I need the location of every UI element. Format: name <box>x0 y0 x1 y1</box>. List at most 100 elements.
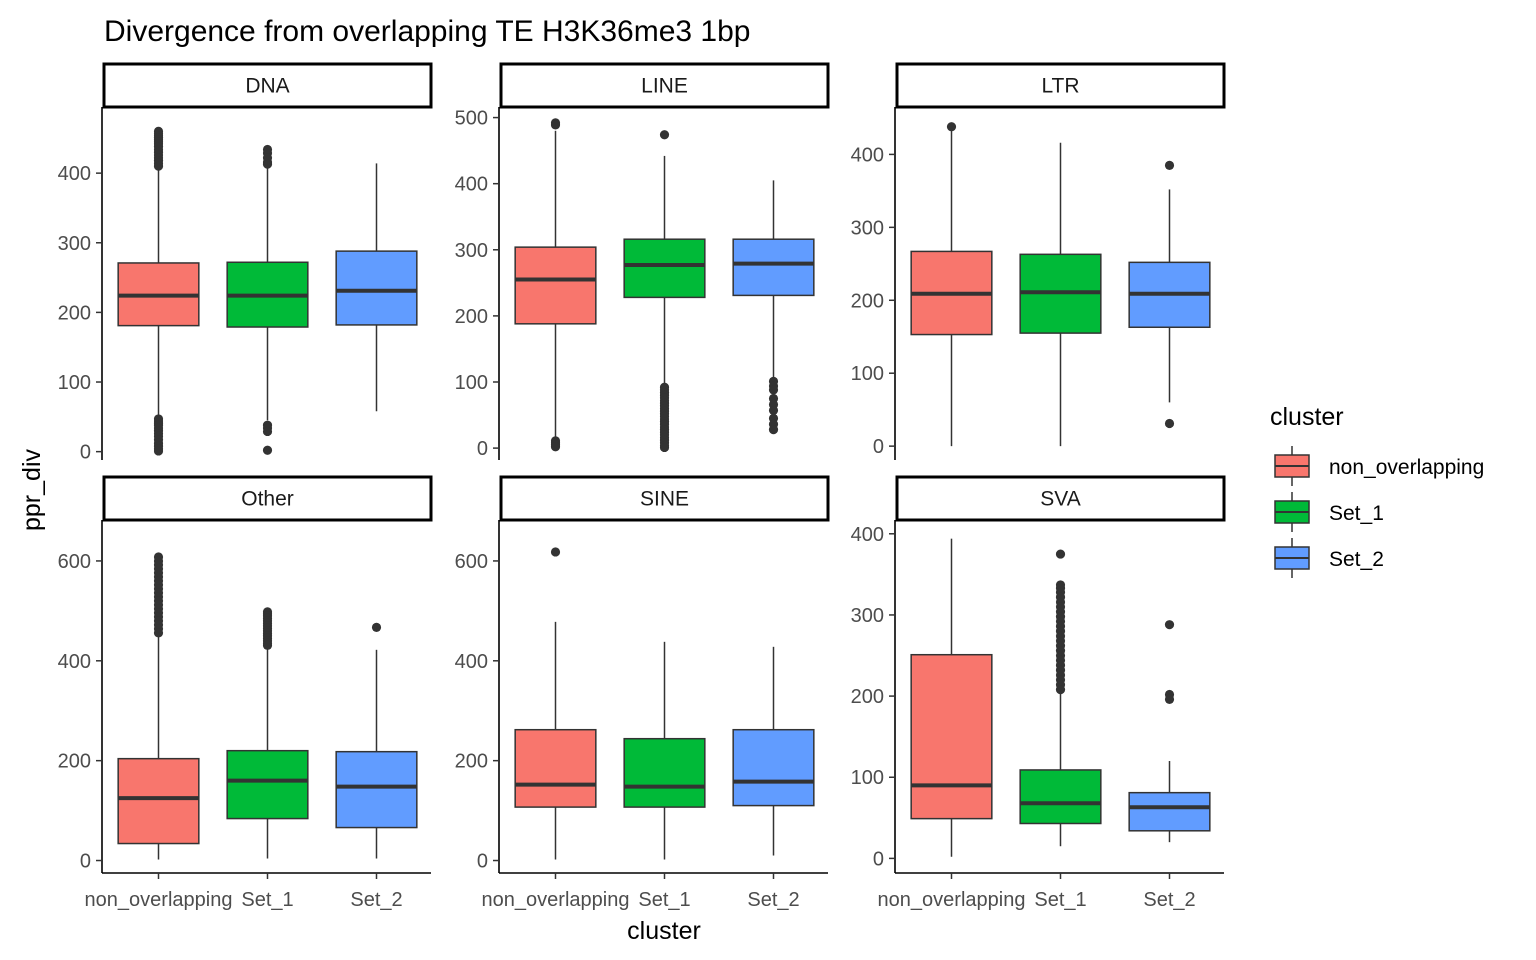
box-rect-sva-set-1 <box>1019 769 1102 825</box>
y-tick-label-ltr-200: 200 <box>851 290 884 312</box>
x-axis-title: cluster <box>627 917 701 945</box>
x-tick-label-sine-set-1: Set_1 <box>638 889 690 911</box>
y-tick-label-other-0: 0 <box>80 851 91 873</box>
box-rect-sine-non-overlapping <box>514 728 597 808</box>
box-sva-non-overlapping <box>910 538 993 857</box>
legend-item-set-2: Set_2 <box>1274 538 1384 578</box>
box-ltr-non-overlapping <box>910 122 993 447</box>
box-rect-sva-set-2 <box>1128 791 1211 832</box>
y-tick-label-sva-300: 300 <box>851 605 884 627</box>
y-tick-label-sine-600: 600 <box>455 551 488 573</box>
outlier-line-non-overlapping-1 <box>550 120 561 130</box>
box-rect-line-set-1 <box>623 238 706 299</box>
x-tick-label-other-set-1: Set_1 <box>241 889 293 911</box>
box-sine-set-2 <box>732 646 815 856</box>
y-tick-label-ltr-100: 100 <box>851 363 884 385</box>
outlier-ltr-set-2-0 <box>1164 160 1175 170</box>
y-tick-label-dna-200: 200 <box>58 302 91 324</box>
box-dna-set-2 <box>335 163 418 412</box>
box-rect-line-non-overlapping <box>514 246 597 325</box>
y-tick-label-other-600: 600 <box>58 551 91 573</box>
panel-sine: SINE 0 200 400 600 non_overlapping Set_1 Set_2 <box>455 475 830 911</box>
outlier-line-set-2-2 <box>768 385 779 395</box>
x-tick-label-sva-set-2: Set_2 <box>1143 889 1195 911</box>
outlier-sva-set-2-0 <box>1164 620 1175 630</box>
x-tick-label-sine-non-overlapping: non_overlapping <box>482 889 630 911</box>
strip-sine <box>499 475 830 522</box>
strip-line <box>499 62 830 109</box>
box-rect-other-non-overlapping <box>117 757 200 845</box>
outlier-line-set-1-0 <box>659 130 670 140</box>
outlier-other-set-1-14 <box>262 640 273 650</box>
y-tick-label-dna-0: 0 <box>80 442 91 464</box>
chart-title: Divergence from overlapping TE H3K36me3 … <box>104 15 750 48</box>
outlier-sva-set-2-2 <box>1164 694 1175 704</box>
y-tick-label-dna-100: 100 <box>58 372 91 394</box>
x-tick-label-sva-set-1: Set_1 <box>1034 889 1086 911</box>
x-tick-label-sva-non-overlapping: non_overlapping <box>878 889 1026 911</box>
strip-label-other: Other <box>241 488 294 511</box>
box-line-set-1 <box>623 130 706 453</box>
strip-sva <box>895 475 1226 522</box>
panel-line: LINE 0 100 200 300 400 500 <box>455 62 830 460</box>
legend-item-non-overlapping: non_overlapping <box>1274 446 1484 486</box>
y-tick-label-ltr-400: 400 <box>851 144 884 166</box>
y-tick-label-sva-100: 100 <box>851 767 884 789</box>
legend-label-non-overlapping: non_overlapping <box>1329 456 1484 479</box>
y-tick-label-ltr-300: 300 <box>851 217 884 239</box>
box-rect-sva-non-overlapping <box>910 653 993 820</box>
x-tick-label-other-non-overlapping: non_overlapping <box>85 889 233 911</box>
box-sva-set-2 <box>1128 620 1211 843</box>
y-tick-label-line-500: 500 <box>455 108 488 130</box>
box-sva-set-1 <box>1019 549 1102 847</box>
outlier-line-set-1-24 <box>659 442 670 453</box>
outlier-line-set-2-5 <box>768 405 779 416</box>
panel-sva: SVA 0 100 200 300 400 non_overlapping Set_1 Set_… <box>851 475 1226 911</box>
box-other-set-1 <box>226 607 309 859</box>
y-tick-label-sva-0: 0 <box>873 848 884 870</box>
y-tick-label-line-300: 300 <box>455 240 488 262</box>
x-tick-label-other-set-2: Set_2 <box>350 889 402 911</box>
strip-label-sine: SINE <box>640 488 689 511</box>
outlier-line-non-overlapping-5 <box>550 442 561 452</box>
box-other-set-2 <box>335 622 418 859</box>
box-rect-other-set-1 <box>226 749 309 820</box>
box-line-non-overlapping <box>514 118 597 452</box>
y-tick-label-dna-300: 300 <box>58 233 91 255</box>
strip-other <box>102 475 433 522</box>
outlier-ltr-set-2-1 <box>1164 418 1175 429</box>
outlier-dna-non-overlapping-14 <box>153 161 164 171</box>
panel-dna: DNA 0 100 200 300 400 <box>58 62 433 464</box>
y-tick-label-line-200: 200 <box>455 306 488 328</box>
y-tick-label-sine-0: 0 <box>477 851 488 873</box>
outlier-dna-set-1-4 <box>262 159 273 169</box>
outlier-sva-set-1-0 <box>1055 549 1066 559</box>
outlier-other-set-2-0 <box>371 622 382 632</box>
outlier-dna-set-1-8 <box>262 445 273 455</box>
y-tick-label-sva-200: 200 <box>851 686 884 708</box>
box-sine-non-overlapping <box>514 547 597 860</box>
outlier-dna-non-overlapping-27 <box>153 446 164 456</box>
box-rect-sine-set-2 <box>732 728 815 807</box>
legend-title: cluster <box>1270 403 1344 431</box>
outlier-other-non-overlapping-19 <box>153 628 164 638</box>
box-rect-dna-set-2 <box>335 250 418 326</box>
y-tick-label-ltr-0: 0 <box>873 436 884 458</box>
y-tick-label-line-400: 400 <box>455 174 488 196</box>
box-other-non-overlapping <box>117 552 200 860</box>
y-tick-label-sine-200: 200 <box>455 751 488 773</box>
y-axis-title: ppr_div <box>18 449 46 531</box>
panel-other: Other 0 200 400 600 non_overlapping Set_1 Set_2 <box>58 475 433 911</box>
y-tick-label-line-0: 0 <box>477 438 488 460</box>
strip-ltr <box>895 62 1226 109</box>
outlier-line-set-2-8 <box>768 424 779 435</box>
strip-label-dna: DNA <box>245 75 289 98</box>
box-rect-sine-set-1 <box>623 737 706 808</box>
legend: cluster non_overlapping Set_1 Set_2 <box>1270 403 1484 578</box>
outlier-sine-non-overlapping-0 <box>550 547 561 557</box>
box-rect-other-set-2 <box>335 750 418 829</box>
box-line-set-2 <box>732 180 815 435</box>
y-tick-label-other-200: 200 <box>58 751 91 773</box>
facet-panels: DNA 0 100 200 300 400 LINE 0 100 200 300 400 500 LTR 0… <box>58 62 1226 911</box>
